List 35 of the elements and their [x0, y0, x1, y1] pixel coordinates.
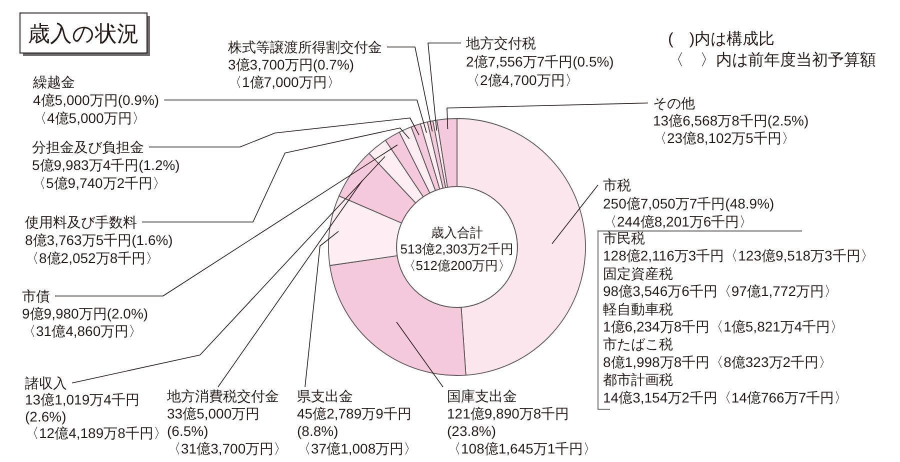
data-label: 13億6,568万8千円(2.5%) 〈23億8,102万5千円〉 [653, 112, 809, 146]
slice-label: 繰越金 [32, 74, 75, 90]
slice-label: 市税 [603, 177, 631, 193]
slice-label: 県支出金 [297, 388, 353, 404]
data-label: 13億1,019万4千円 (2.6%) 〈12億4,189万8千円〉 [25, 392, 168, 442]
data-label: 5億9,983万4千円(1.2%) 〈5億9,740万2千円〉 [32, 157, 180, 191]
slice-label: 地方消費税交付金 [166, 388, 279, 404]
text: 〈 〉内は前年度当初予算額 [668, 51, 876, 69]
data-label: 250億7,050万7千円(48.9%) 〈244億8,201万6千円〉 [603, 195, 774, 230]
slice-label: 諸収入 [25, 375, 67, 391]
text: 歳入合計 [431, 225, 483, 240]
data-label: 2億7,556万7千円(0.5%) 〈2億4,700万円〉 [466, 54, 614, 88]
data-label: 9億9,980万円(2.0%) 〈31億4,860万円〉 [22, 306, 148, 339]
text: 軽自動車税 1億6,234万8千円〈1億5,821万4千円〉 [603, 300, 844, 334]
text: 都市計画税 14億3,154万2千円〈14億766万7千円〉 [603, 372, 848, 406]
slice-label: 株式等譲渡所得割交付金 [227, 39, 382, 55]
text: 513億2,303万2千円 [400, 242, 514, 256]
text: 〈512億200万円〉 [402, 258, 512, 273]
data-label: 33億5,000万円 (6.5%) 〈31億3,700万円〉 [167, 406, 288, 456]
slice-label: 使用料及び手数料 [25, 214, 137, 230]
slice-label: 国庫支出金 [447, 388, 517, 404]
data-label: 3億3,700万円(0.7%) 〈1億7,000万円〉 [228, 56, 354, 90]
data-label: 121億9,890万8千円 (23.8%) 〈108億1,645万1千円〉 [447, 406, 598, 456]
slice-label: 地方交付税 [465, 35, 536, 51]
slice-label: その他 [653, 95, 695, 111]
text: 市たばこ税 8億1,998万8千円〈8億323万2千円〉 [603, 336, 833, 370]
slice-label: 分担金及び負担金 [32, 139, 144, 155]
data-label: 8億3,763万5千円(1.6%) 〈8億2,052万8千円〉 [25, 232, 173, 266]
text: 市民税 128億2,116万3千円〈123億9,518万3千円〉 [603, 230, 874, 264]
text: ( )内は構成比 [668, 30, 775, 48]
title: 歳入の状況 [28, 21, 139, 46]
data-label: 45億2,789万9千円 (8.8%) 〈37億1,008万円〉 [297, 406, 418, 456]
slice-label: 市債 [22, 288, 50, 304]
text: 固定資産税 98億3,546万6千円〈97億1,772万円〉 [603, 265, 838, 300]
data-label: 4億5,000万円(0.9%) 〈4億5,000万円〉 [33, 92, 160, 126]
